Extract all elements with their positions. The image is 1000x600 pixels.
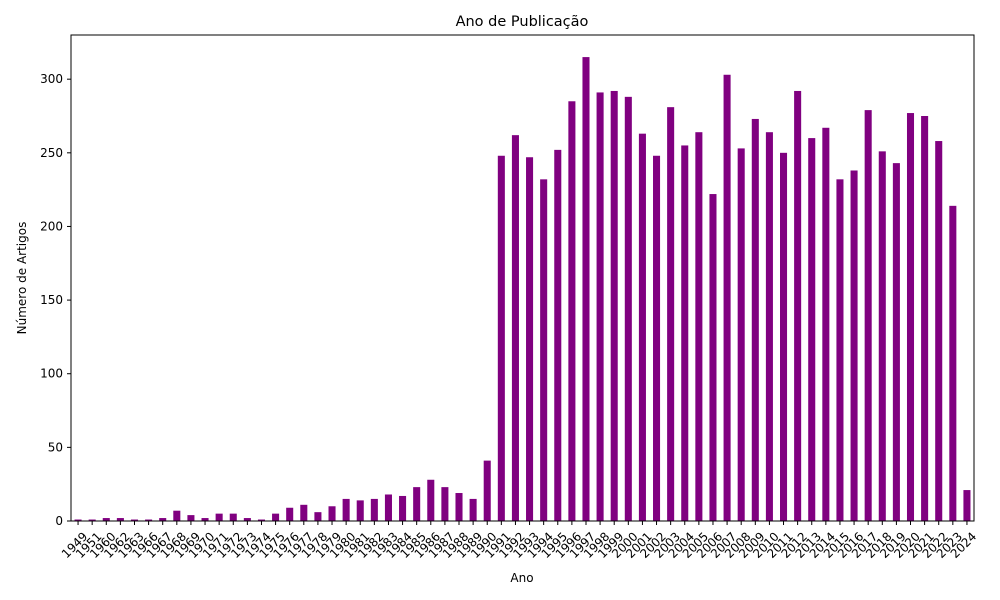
plot-frame bbox=[70, 34, 975, 522]
bar-1969 bbox=[187, 515, 195, 521]
bar-1963 bbox=[130, 519, 139, 521]
bar-1974 bbox=[257, 519, 265, 521]
bar-2014 bbox=[822, 127, 830, 521]
bar-2007 bbox=[723, 74, 731, 521]
bar-1988 bbox=[455, 493, 463, 521]
bar-1997 bbox=[582, 57, 590, 522]
bar-2010 bbox=[765, 132, 773, 521]
bar-1990 bbox=[483, 460, 491, 521]
bar-1984 bbox=[399, 495, 407, 521]
bar-2001 bbox=[638, 133, 646, 522]
bar-2009 bbox=[751, 118, 759, 521]
bar-1996 bbox=[568, 101, 576, 522]
chart-title: Ano de Publicação bbox=[456, 14, 589, 30]
bar-2022 bbox=[935, 141, 943, 522]
bar-1975 bbox=[272, 513, 280, 521]
bar-1994 bbox=[540, 179, 548, 521]
bar-1983 bbox=[384, 494, 392, 521]
y-tick-label: 150 bbox=[40, 293, 63, 307]
bar-1949 bbox=[74, 519, 82, 521]
bar-2024 bbox=[963, 490, 971, 521]
bar-1951 bbox=[88, 519, 96, 521]
bar-1971 bbox=[215, 513, 223, 521]
bar-1991 bbox=[497, 155, 505, 521]
y-axis-title: Número de Artigos bbox=[15, 222, 29, 335]
bar-2003 bbox=[667, 107, 675, 521]
x-axis: 1949195119601962196319661967196819691970… bbox=[59, 521, 979, 561]
bar-2013 bbox=[808, 138, 816, 521]
bar-2006 bbox=[709, 194, 717, 522]
bar-2021 bbox=[921, 116, 929, 521]
bar-1980 bbox=[342, 498, 350, 521]
bar-1995 bbox=[554, 149, 562, 521]
bar-2023 bbox=[949, 205, 957, 521]
bar-1960 bbox=[102, 518, 110, 521]
bar-1972 bbox=[229, 513, 237, 521]
y-axis: 0 50 100 150 200 250 300 bbox=[40, 72, 71, 528]
bar-2002 bbox=[653, 155, 661, 521]
bars-group bbox=[74, 57, 971, 522]
y-tick-label: 50 bbox=[48, 440, 63, 454]
bar-2012 bbox=[794, 90, 802, 522]
bar-1982 bbox=[370, 498, 378, 521]
y-tick-label: 250 bbox=[40, 146, 63, 160]
bar-1992 bbox=[511, 135, 519, 521]
bar-2019 bbox=[892, 163, 900, 521]
bar-2008 bbox=[737, 148, 745, 521]
bar-1967 bbox=[159, 518, 167, 521]
bar-1962 bbox=[116, 518, 124, 521]
bar-1979 bbox=[328, 506, 336, 521]
bar-2017 bbox=[864, 110, 872, 522]
bar-2000 bbox=[624, 96, 632, 521]
bar-2016 bbox=[850, 170, 858, 522]
bar-1987 bbox=[441, 487, 449, 521]
bar-1999 bbox=[610, 90, 618, 522]
bar-2018 bbox=[878, 151, 886, 521]
bar-2004 bbox=[681, 145, 689, 521]
bar-1993 bbox=[526, 157, 534, 522]
bar-1966 bbox=[145, 519, 153, 521]
x-axis-title: Ano bbox=[510, 571, 533, 585]
bar-1985 bbox=[413, 487, 421, 521]
y-tick-label: 100 bbox=[40, 367, 63, 381]
bar-2005 bbox=[695, 132, 703, 521]
bar-1977 bbox=[300, 504, 308, 521]
bar-2011 bbox=[780, 152, 788, 521]
y-tick-label: 0 bbox=[55, 514, 63, 528]
bar-1973 bbox=[243, 518, 251, 521]
bar-1976 bbox=[286, 507, 294, 521]
bar-2015 bbox=[836, 179, 844, 521]
bar-1978 bbox=[314, 512, 322, 521]
bar-1968 bbox=[173, 510, 181, 521]
bar-1981 bbox=[356, 500, 364, 521]
y-tick-label: 200 bbox=[40, 219, 63, 233]
bar-1986 bbox=[427, 479, 435, 521]
bar-1989 bbox=[469, 498, 477, 521]
bar-2020 bbox=[906, 113, 915, 522]
bar-1998 bbox=[596, 92, 604, 521]
y-tick-label: 300 bbox=[40, 72, 63, 86]
bar-1970 bbox=[201, 518, 209, 521]
